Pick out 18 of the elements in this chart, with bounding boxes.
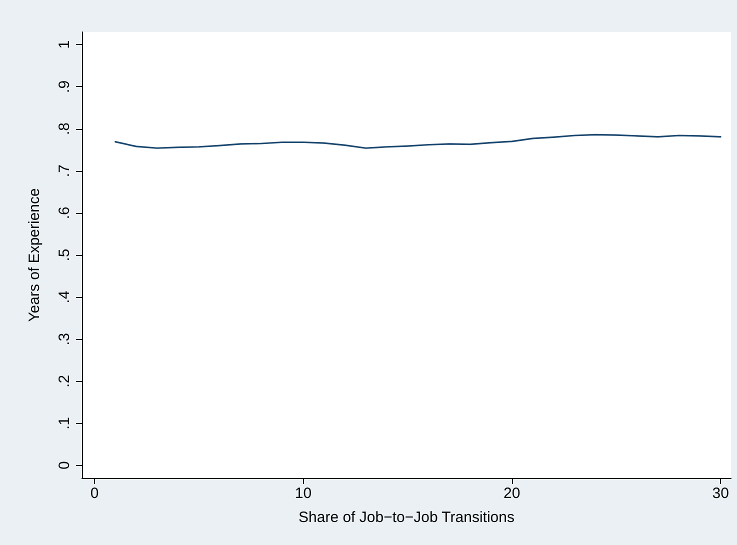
- y-tick-label: .5: [56, 248, 73, 262]
- y-tick-label: .1: [56, 417, 73, 430]
- y-tick-label: .7: [56, 164, 73, 178]
- y-tick-label: 1: [56, 40, 73, 49]
- y-tick-label: .8: [56, 122, 73, 136]
- x-tick-label: 20: [504, 485, 520, 502]
- y-tick-label: .3: [56, 332, 73, 346]
- y-tick-label: .9: [56, 80, 73, 93]
- x-tick-label: 0: [90, 485, 99, 502]
- y-tick-label: .6: [56, 206, 73, 220]
- y-axis-title: Years of Experience: [26, 188, 43, 322]
- x-axis-title: Share of Job−to−Job Transitions: [298, 509, 514, 526]
- x-tick-label: 30: [712, 485, 729, 502]
- y-tick-label: .4: [56, 290, 73, 304]
- line-series: [114, 134, 722, 149]
- y-tick-label: 0: [56, 461, 73, 470]
- x-tick-label: 10: [294, 485, 312, 502]
- y-tick-label: .2: [56, 374, 73, 388]
